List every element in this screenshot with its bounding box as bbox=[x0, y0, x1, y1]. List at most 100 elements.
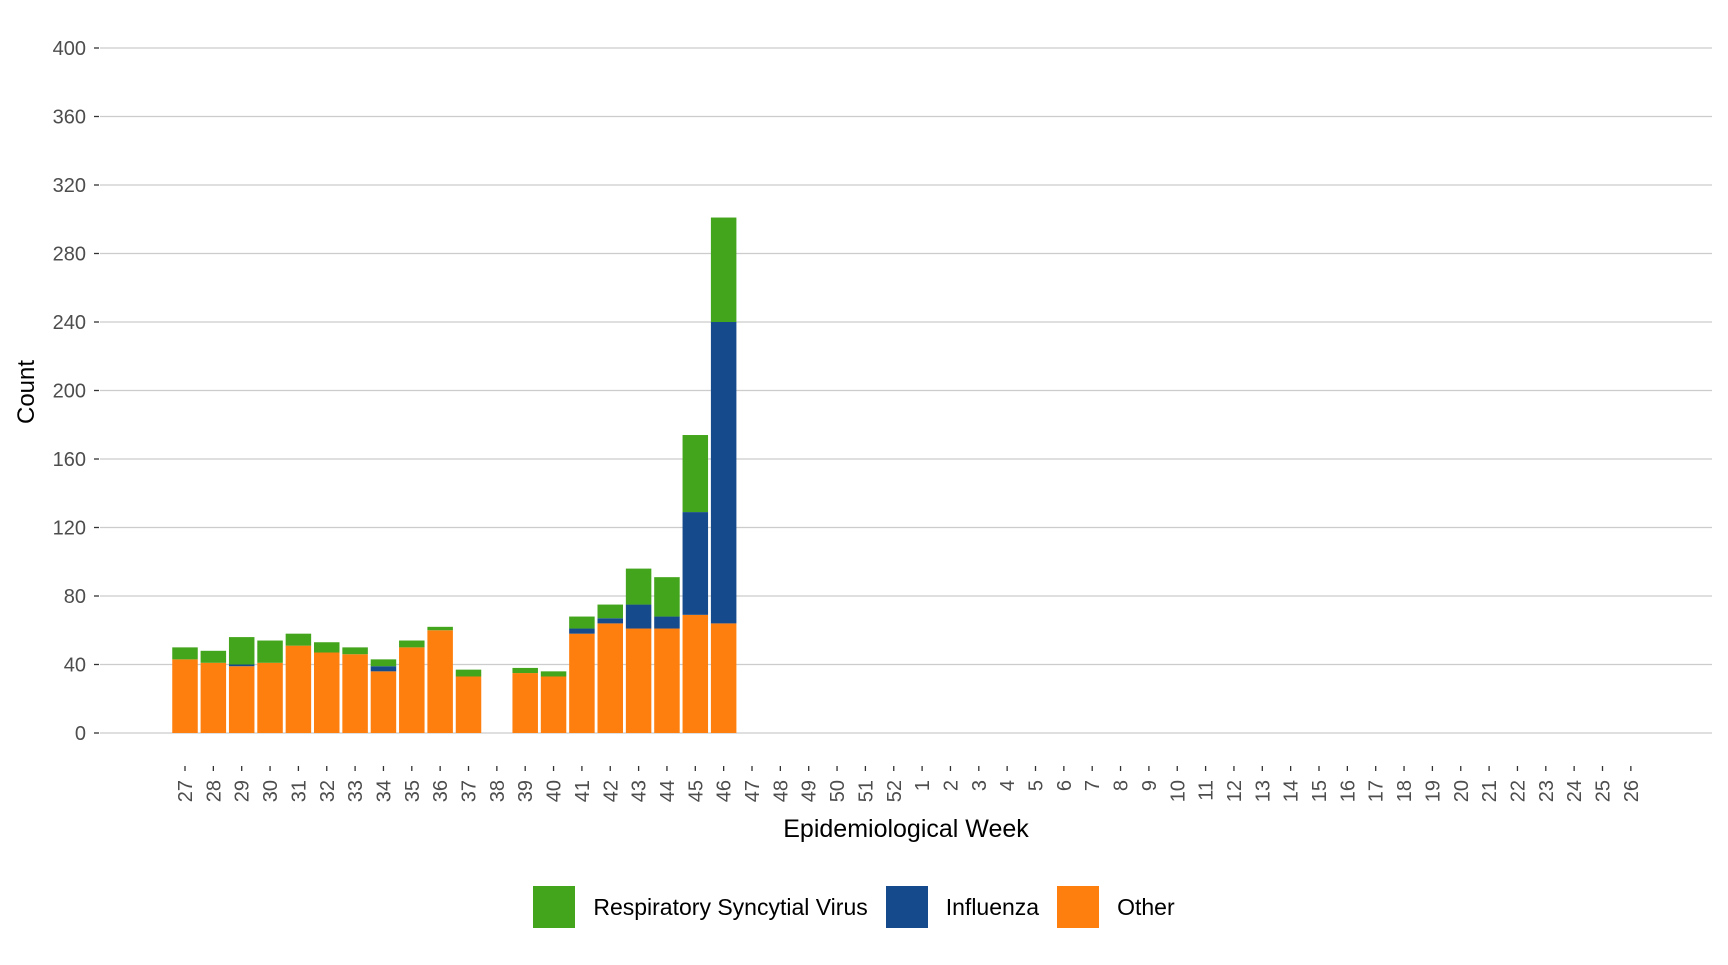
x-tick-label: 18 bbox=[1394, 780, 1416, 802]
x-tick-label: 21 bbox=[1479, 780, 1501, 802]
y-tick-label: 320 bbox=[53, 175, 86, 197]
bar-segment bbox=[342, 647, 368, 655]
x-tick-label: 7 bbox=[1082, 780, 1104, 791]
x-tick-label: 50 bbox=[827, 780, 849, 802]
legend: Respiratory Syncytial Virus Influenza Ot… bbox=[0, 886, 1718, 928]
bar-segment bbox=[597, 618, 623, 624]
x-tick-label: 28 bbox=[203, 780, 225, 802]
bar-segment bbox=[682, 614, 709, 733]
bar-segment bbox=[285, 633, 312, 646]
y-tick-label: 120 bbox=[53, 518, 86, 540]
bar-segment bbox=[228, 637, 255, 665]
x-tick-label: 22 bbox=[1507, 780, 1529, 802]
bar-segment bbox=[285, 645, 312, 733]
x-tick-label: 51 bbox=[855, 780, 877, 802]
x-tick-label: 3 bbox=[969, 780, 991, 791]
x-tick-label: 9 bbox=[1139, 780, 1161, 791]
x-tick-label: 5 bbox=[1026, 780, 1048, 791]
y-axis: 0 40 80 120 160 200 240 280 320 360 400 bbox=[53, 38, 99, 745]
bar-segment bbox=[399, 647, 425, 733]
x-tick-label: 52 bbox=[884, 780, 906, 802]
x-tick-label: 35 bbox=[402, 780, 424, 802]
bar-segment bbox=[342, 654, 368, 733]
bar-segment bbox=[625, 568, 652, 605]
bar-segment bbox=[314, 652, 340, 733]
x-tick-label: 24 bbox=[1564, 780, 1586, 802]
x-tick-label: 33 bbox=[345, 780, 367, 802]
legend-item-influenza: Influenza bbox=[885, 886, 1040, 928]
bar-segment bbox=[399, 640, 425, 648]
bar-segment bbox=[569, 616, 595, 629]
x-tick-label: 1 bbox=[912, 780, 934, 791]
bar-segment bbox=[257, 662, 283, 733]
y-tick-label: 160 bbox=[53, 449, 86, 471]
bar-segment bbox=[370, 659, 397, 667]
bar-segment bbox=[710, 623, 737, 733]
bar-segment bbox=[597, 604, 623, 619]
x-tick-label: 11 bbox=[1196, 780, 1218, 801]
x-tick-label: 16 bbox=[1337, 780, 1359, 802]
bar-segment bbox=[654, 616, 680, 629]
bar-segment bbox=[427, 630, 453, 733]
y-tick-label: 0 bbox=[75, 723, 86, 745]
x-tick-label: 27 bbox=[175, 780, 197, 802]
x-tick-label: 31 bbox=[288, 780, 310, 802]
bar-segment bbox=[654, 628, 680, 733]
y-tick-label: 240 bbox=[53, 312, 86, 334]
bar-segment bbox=[625, 628, 652, 733]
x-tick-label: 25 bbox=[1593, 780, 1615, 802]
x-tick-label: 6 bbox=[1054, 780, 1076, 791]
legend-label-influenza: Influenza bbox=[945, 893, 1040, 920]
bar-segment bbox=[455, 669, 482, 677]
x-tick-label: 10 bbox=[1167, 780, 1189, 802]
y-axis-label: Count bbox=[13, 360, 40, 424]
x-tick-label: 15 bbox=[1309, 780, 1331, 802]
gridlines bbox=[100, 47, 1712, 734]
bar-segment bbox=[370, 671, 397, 733]
bar-segment bbox=[512, 667, 538, 674]
bar-segment bbox=[455, 676, 482, 733]
legend-swatch-rsv bbox=[533, 886, 576, 928]
legend-swatch-other bbox=[1057, 886, 1100, 928]
x-tick-label: 23 bbox=[1536, 780, 1558, 802]
legend-label-other: Other bbox=[1117, 893, 1175, 920]
x-tick-label: 37 bbox=[459, 780, 481, 802]
bar-segment bbox=[597, 623, 623, 733]
bar-segment bbox=[710, 217, 737, 322]
bar-segment bbox=[314, 642, 340, 653]
bar-segment bbox=[569, 633, 595, 733]
x-tick-label: 29 bbox=[232, 780, 254, 802]
x-tick-label: 36 bbox=[430, 780, 452, 802]
y-tick-label: 280 bbox=[53, 244, 86, 266]
bar-segment bbox=[682, 512, 709, 615]
bar-segment bbox=[654, 577, 680, 617]
bar-segment bbox=[625, 604, 652, 629]
bar-segment bbox=[172, 647, 198, 660]
bar-segment bbox=[569, 628, 595, 634]
x-tick-label: 43 bbox=[629, 780, 651, 802]
x-tick-label: 12 bbox=[1224, 780, 1246, 802]
bar-segment bbox=[512, 673, 538, 733]
bar-segment bbox=[682, 435, 709, 513]
bar-segment bbox=[540, 676, 567, 733]
bar-segment bbox=[427, 626, 453, 631]
bar-segment bbox=[710, 322, 737, 624]
x-tick-label: 41 bbox=[572, 780, 594, 802]
x-tick-label: 30 bbox=[260, 780, 282, 802]
y-tick-label: 80 bbox=[64, 586, 86, 608]
legend-item-other: Other bbox=[1057, 886, 1175, 928]
y-tick-label: 40 bbox=[64, 655, 86, 677]
x-tick-label: 14 bbox=[1281, 780, 1303, 802]
x-tick-label: 32 bbox=[317, 780, 339, 802]
bar-segment bbox=[540, 671, 567, 677]
x-tick-label: 17 bbox=[1366, 780, 1388, 802]
bar-segment bbox=[200, 662, 227, 733]
x-tick-label: 2 bbox=[940, 780, 962, 791]
x-tick-label: 38 bbox=[487, 780, 509, 802]
x-tick-label: 20 bbox=[1451, 780, 1473, 802]
legend-item-rsv: Respiratory Syncytial Virus bbox=[533, 886, 868, 928]
legend-swatch-influenza bbox=[885, 886, 928, 928]
bar-segment bbox=[172, 659, 198, 733]
x-tick-label: 46 bbox=[714, 780, 736, 802]
